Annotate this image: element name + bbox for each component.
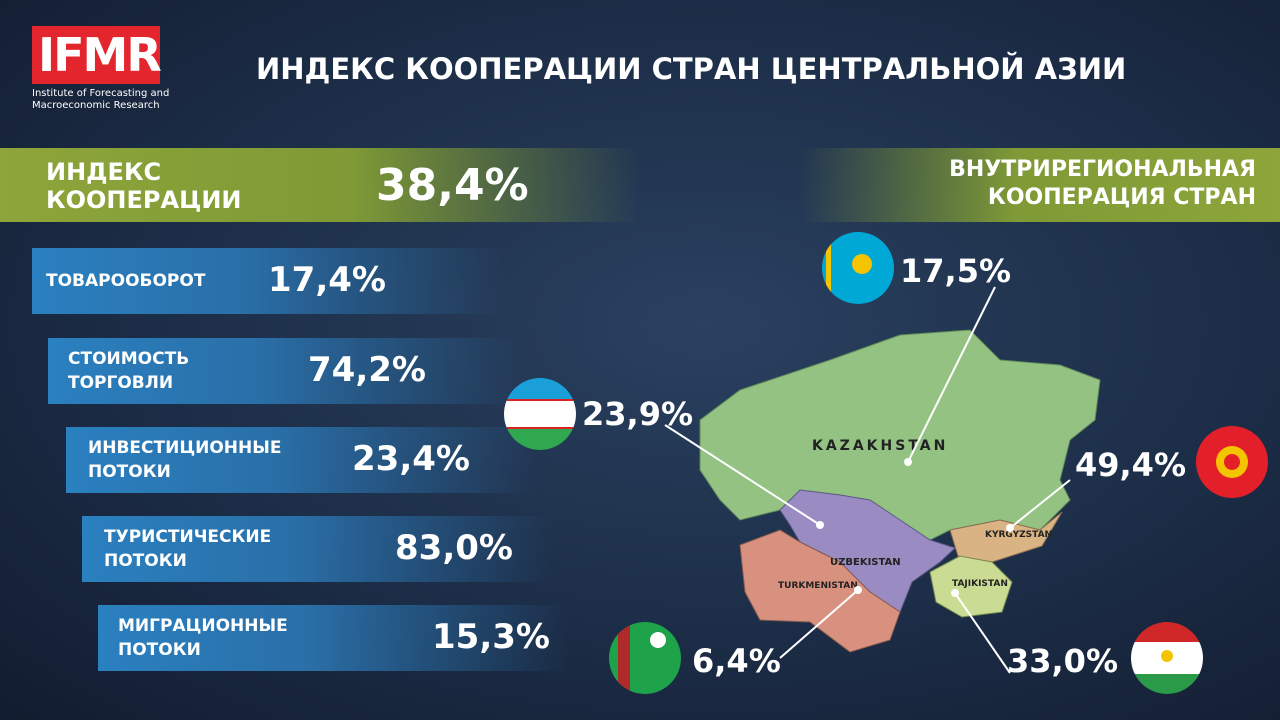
dot [904,458,912,466]
pointer-dots [816,458,1014,597]
item-bar [48,338,518,404]
country-map-label: UZBEKISTAN [830,557,901,568]
item-label-line: ТОВАРООБОРОТ [46,271,206,291]
item-value: 83,0% [395,528,513,568]
country-value: 33,0% [1007,642,1118,680]
regional-heading: ВНУТРИРЕГИОНАЛЬНАЯ КООПЕРАЦИЯ СТРАН [949,156,1256,212]
regional-band [800,148,1280,222]
item-value: 17,4% [268,260,386,300]
item-label-line: СТОИМОСТЬ [68,349,190,369]
regional-heading-line: ВНУТРИРЕГИОНАЛЬНАЯ [949,157,1256,182]
index-label-line: ИНДЕКС [46,158,162,186]
dot [951,589,959,597]
flag-uzbekistan [504,378,576,450]
pointer [954,592,1011,674]
tajikistan-shape [929,555,1013,618]
flag-kazakhstan [822,232,894,304]
pointer-lines [664,286,1071,674]
dot [1006,524,1014,532]
item-bar [32,248,502,314]
logo-line: Institute of Forecasting and [32,88,170,99]
logo-box [32,26,160,84]
item-label: МИГРАЦИОННЫЕ ПОТОКИ [118,614,288,662]
country-value: 17,5% [900,252,1011,290]
item-label-line: ТУРИСТИЧЕСКИЕ [104,527,272,547]
item-label-line: ПОТОКИ [118,640,201,660]
logo-line: Macroeconomic Research [32,100,160,111]
index-band [0,148,640,222]
item-value: 15,3% [432,617,550,657]
turkmenistan-shape [739,529,901,653]
country-values: 17,5% 23,9% 49,4% 6,4% 33,0% [582,252,1186,680]
pointer [1009,479,1071,529]
pointer [779,589,859,659]
logo-subtitle: Institute of Forecasting and Macroeconom… [32,88,169,112]
item-value: 23,4% [352,439,470,479]
logo-name: IFMR [38,28,162,82]
title: ИНДЕКС КООПЕРАЦИИ СТРАН ЦЕНТРАЛЬНОЙ АЗИИ [256,52,1127,86]
country-map-label: TURKMENISTAN [778,581,858,591]
flag-kyrgyzstan [1196,426,1268,498]
item-label: ТУРИСТИЧЕСКИЕ ПОТОКИ [104,525,271,573]
country-map-label: KAZAKHSTAN [812,438,948,454]
country-map-label: TAJIKISTAN [952,579,1008,589]
dot [816,521,824,529]
country-value: 6,4% [692,642,781,680]
pointer [907,286,996,463]
item-bar [66,427,536,493]
flag-tajikistan [1131,622,1203,694]
item-bar [82,516,552,582]
index-label: ИНДЕКС КООПЕРАЦИИ [46,158,242,214]
item-label-line: ПОТОКИ [104,551,187,571]
item-bar [98,605,568,671]
regional-heading-line: КООПЕРАЦИЯ СТРАН [987,185,1256,210]
index-value: 38,4% [376,160,529,211]
country-value: 23,9% [582,395,693,433]
item-label-line: ТОРГОВЛИ [68,373,174,393]
index-label-line: КООПЕРАЦИИ [46,186,242,214]
item-label: СТОИМОСТЬ ТОРГОВЛИ [68,347,189,395]
item-label: ИНВЕСТИЦИОННЫЕ ПОТОКИ [88,436,281,484]
kazakhstan-shape [699,329,1101,541]
item-label-line: МИГРАЦИОННЫЕ [118,616,288,636]
country-map-label: KYRGYZSTAN [985,530,1052,540]
dot [854,586,862,594]
item-label-line: ПОТОКИ [88,462,171,482]
country-value: 49,4% [1075,446,1186,484]
item-label: ТОВАРООБОРОТ [46,269,205,293]
item-label-line: ИНВЕСТИЦИОННЫЕ [88,438,282,458]
item-value: 74,2% [308,350,426,390]
flag-turkmenistan [609,622,681,694]
pointer [664,424,821,526]
